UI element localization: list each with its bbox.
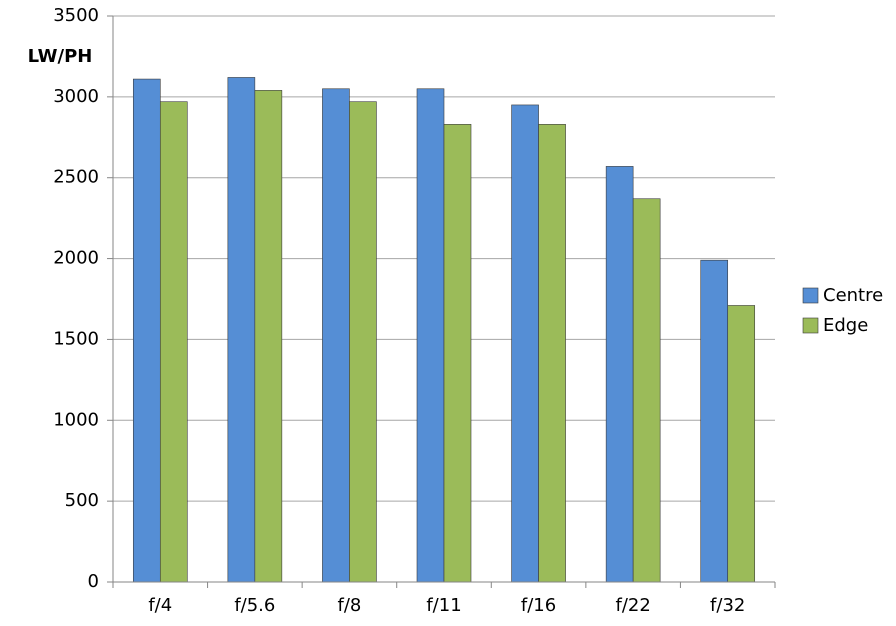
- legend-swatch: [802, 287, 819, 304]
- y-tick-label: 1500: [53, 328, 99, 349]
- x-tick-label: f/22: [615, 595, 650, 616]
- bar: [254, 90, 283, 583]
- y-tick-label: 3500: [53, 5, 99, 26]
- bar: [416, 88, 445, 583]
- x-tick-label: f/8: [337, 595, 361, 616]
- bar: [511, 104, 539, 583]
- bar: [227, 77, 256, 583]
- bar: [132, 78, 161, 583]
- y-tick-label: 2000: [53, 248, 99, 269]
- legend-label: Edge: [823, 315, 868, 336]
- x-tick-label: f/16: [521, 595, 556, 616]
- y-tick-label: 1000: [53, 409, 99, 430]
- legend-label: Centre: [823, 285, 883, 306]
- x-tick-label: f/32: [710, 595, 745, 616]
- x-tick-label: f/11: [426, 595, 461, 616]
- bar: [632, 198, 661, 583]
- bar: [322, 88, 350, 583]
- bar: [159, 101, 188, 583]
- bar: [727, 305, 756, 583]
- y-axis-label: LW/PH: [28, 46, 93, 67]
- y-tick-label: 2500: [53, 167, 99, 188]
- y-tick-label: 0: [88, 571, 99, 592]
- y-tick-label: 3000: [53, 86, 99, 107]
- bar: [538, 124, 566, 583]
- bar: [700, 259, 729, 583]
- bar: [605, 166, 634, 583]
- legend-swatch: [802, 317, 819, 334]
- x-tick-label: f/4: [148, 595, 172, 616]
- bar: [349, 101, 377, 583]
- bar: [443, 124, 472, 583]
- x-tick-label: f/5.6: [234, 595, 275, 616]
- y-tick-label: 500: [65, 490, 99, 511]
